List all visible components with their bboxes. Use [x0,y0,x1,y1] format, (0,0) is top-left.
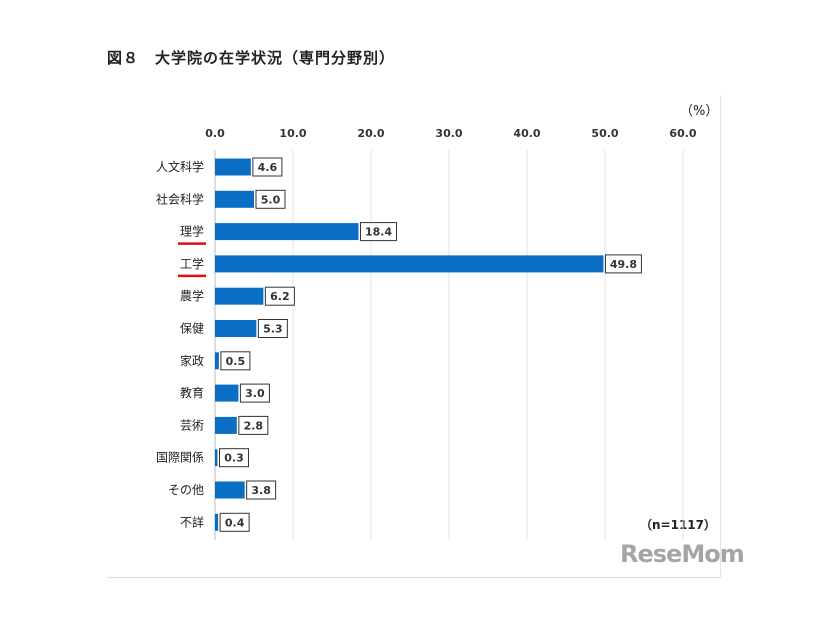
data-label: 0.4 [225,516,245,529]
data-label: 3.0 [245,387,265,400]
x-tick-label: 0.0 [205,127,225,140]
bar [215,481,245,499]
data-label-box [219,512,250,532]
data-label: 18.4 [365,226,392,239]
category-label: 保健 [180,322,204,336]
bar [215,255,604,273]
x-tick-label: 40.0 [513,127,540,140]
bar [215,223,359,241]
data-label: 3.8 [251,484,271,497]
category-label: 理学 [180,224,204,239]
data-label-box [239,383,270,403]
bar [215,287,264,305]
sample-size-note: （n=1117） [640,518,716,532]
category-label: 国際関係 [156,451,204,465]
x-tick-label: 60.0 [669,127,696,140]
category-label: その他 [168,483,204,497]
frame-bottom-line [107,577,720,578]
chart-title: 図８ 大学院の在学状況（専門分野別） [107,49,396,67]
x-tick-label: 30.0 [435,127,462,140]
data-label-box [252,157,283,177]
data-label: 5.3 [263,323,283,336]
bar [215,384,239,402]
data-label-box [360,222,398,242]
category-label: 社会科学 [156,191,204,206]
data-label-box [264,286,295,306]
bar [215,190,254,208]
category-label: 農学 [180,288,204,303]
data-label: 5.0 [261,193,281,206]
bar [215,320,257,337]
data-label: 6.2 [270,290,290,303]
data-label-box [246,480,277,500]
watermark-logo: ReseMom [620,540,745,568]
data-label-box [257,319,288,338]
bar [215,352,219,370]
category-label: 家政 [180,353,204,368]
data-label-box [220,351,251,371]
bar [215,416,237,434]
bar [215,449,218,467]
x-tick-label: 50.0 [591,127,618,140]
bar [215,513,219,531]
x-tick-label: 10.0 [279,127,306,140]
data-label-box [238,415,269,435]
bar [215,158,251,176]
data-label: 0.3 [224,452,244,465]
data-label: 4.6 [258,161,278,174]
data-label: 2.8 [244,419,264,432]
data-label: 0.5 [226,355,246,368]
data-label-box [219,448,249,468]
category-label: 人文科学 [156,159,204,174]
unit-label: （%） [680,104,719,119]
frame-right-line [720,95,721,578]
category-label: 不詳 [180,514,204,529]
category-label: 教育 [180,385,204,400]
category-label: 工学 [180,256,204,271]
data-label-box [604,254,642,274]
x-tick-label: 20.0 [357,127,384,140]
data-label-box [255,189,286,209]
category-label: 芸術 [180,418,204,432]
data-label: 49.8 [610,258,637,271]
